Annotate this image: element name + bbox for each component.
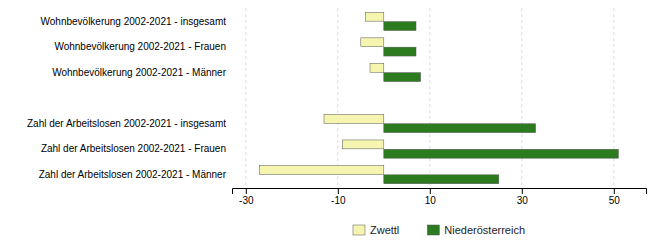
tick: Wohnbevölkerung 2002-2021 - Männer <box>52 67 232 78</box>
bar <box>370 63 384 72</box>
bar <box>384 149 619 158</box>
legend-swatch <box>427 225 439 235</box>
tick-label: Wohnbevölkerung 2002-2021 - Frauen <box>54 41 226 52</box>
legend-swatch <box>353 225 365 235</box>
grid-line <box>245 8 246 188</box>
tick-label: -30 <box>239 195 254 206</box>
tick-label: -10 <box>331 195 346 206</box>
bar <box>361 38 384 47</box>
tick-mark <box>522 188 523 194</box>
bar <box>384 124 536 133</box>
bar <box>384 73 421 82</box>
tick-mark <box>430 188 431 194</box>
tick: 10 <box>425 188 437 206</box>
bar <box>384 22 416 31</box>
legend-item: Niederösterreich <box>427 224 525 236</box>
tick: Zahl der Arbeitslosen 2002-2021 - insges… <box>27 118 232 129</box>
bar <box>260 165 384 174</box>
tick-label: Zahl der Arbeitslosen 2002-2021 - insges… <box>27 118 226 129</box>
legend-item: Zwettl <box>353 224 399 236</box>
tick-label: Wohnbevölkerung 2002-2021 - Männer <box>52 67 226 78</box>
tick-label: 50 <box>609 195 621 206</box>
tick-label: Wohnbevölkerung 2002-2021 - insgesamt <box>41 16 227 27</box>
x-axis: -30 -10 10 30 50 <box>233 188 647 206</box>
legend-label: Niederösterreich <box>444 224 525 236</box>
tick: 30 <box>517 188 529 206</box>
tick: -30 <box>239 188 254 206</box>
tick: Zahl der Arbeitslosen 2002-2021 - Männer <box>39 169 232 180</box>
tick: Wohnbevölkerung 2002-2021 - insgesamt <box>41 16 233 27</box>
bar <box>342 140 383 149</box>
axis-line <box>233 189 647 195</box>
plot: -30 -10 10 30 50 Wohnbevölkerung 2002-2021 - … <box>27 8 647 206</box>
tick-mark <box>614 188 615 194</box>
series <box>260 12 384 174</box>
tick-mark <box>246 188 247 194</box>
grid-line <box>521 8 522 188</box>
tick-label: 30 <box>517 195 529 206</box>
tick-label: 10 <box>425 195 437 206</box>
tick-label: Zahl der Arbeitslosen 2002-2021 - Männer <box>39 169 227 180</box>
bars <box>260 12 619 183</box>
series <box>384 22 619 184</box>
tick: 50 <box>609 188 621 206</box>
grid <box>246 8 614 188</box>
tick: -10 <box>331 188 346 206</box>
chart: -30 -10 10 30 50 Wohnbevölkerung 2002-2021 - … <box>0 0 662 244</box>
tick-mark <box>338 188 339 194</box>
bar <box>324 114 384 123</box>
legend-label: Zwettl <box>370 224 399 236</box>
bar <box>365 12 383 21</box>
grid-line <box>337 8 338 188</box>
tick-label: Zahl der Arbeitslosen 2002-2021 - Frauen <box>41 143 226 154</box>
bar <box>384 175 499 184</box>
legend: Zwettl Niederösterreich <box>353 224 525 236</box>
grid-line <box>613 8 614 188</box>
y-axis: Wohnbevölkerung 2002-2021 - insgesamt Woh… <box>27 16 232 180</box>
grid-line <box>429 8 430 188</box>
tick: Zahl der Arbeitslosen 2002-2021 - Frauen <box>41 143 232 154</box>
tick: Wohnbevölkerung 2002-2021 - Frauen <box>54 41 232 52</box>
bar <box>384 47 416 56</box>
